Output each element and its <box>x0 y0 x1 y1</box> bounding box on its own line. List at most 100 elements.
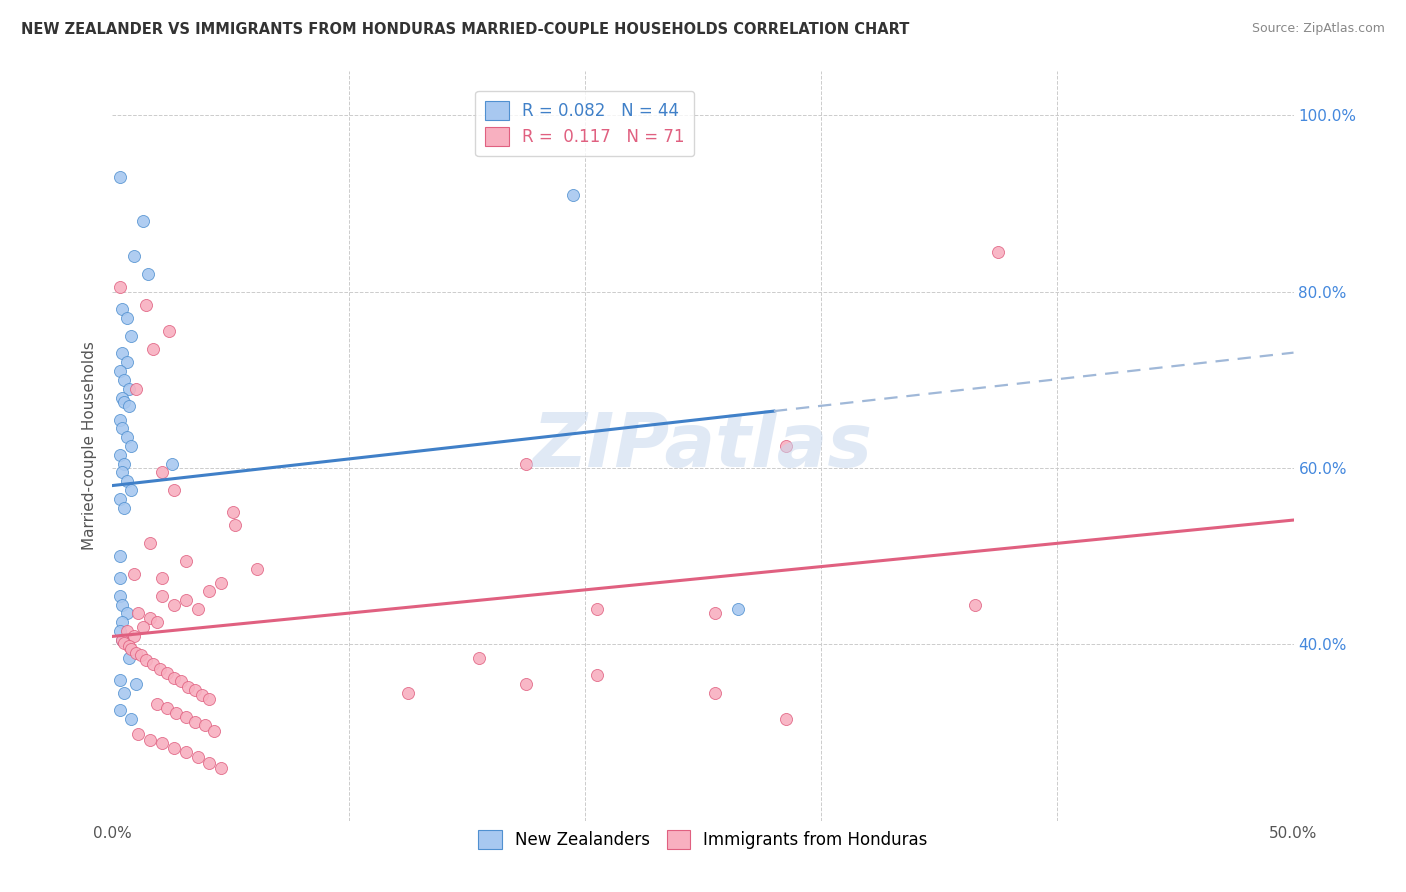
Point <box>150 466 173 480</box>
Point <box>163 741 186 756</box>
Point <box>112 686 135 700</box>
Point <box>122 628 145 642</box>
Point <box>108 703 131 717</box>
Point <box>125 677 148 691</box>
Point <box>174 593 197 607</box>
Point <box>112 373 135 387</box>
Point <box>112 457 135 471</box>
Point <box>115 475 138 489</box>
Point <box>209 761 232 775</box>
Point <box>120 641 142 656</box>
Point <box>963 598 986 612</box>
Point <box>157 325 180 339</box>
Point <box>129 648 152 662</box>
Point <box>775 439 797 453</box>
Point <box>146 615 169 630</box>
Point <box>209 575 232 590</box>
Point <box>585 602 607 616</box>
Point <box>108 448 131 462</box>
Point <box>115 430 138 444</box>
Point <box>186 602 208 616</box>
Point <box>562 187 585 202</box>
Point <box>125 646 148 660</box>
Point <box>111 346 134 360</box>
Point <box>160 457 183 471</box>
Y-axis label: Married-couple Households: Married-couple Households <box>82 342 97 550</box>
Point <box>111 632 134 647</box>
Point <box>191 689 214 703</box>
Point <box>987 245 1010 260</box>
Point <box>111 615 134 630</box>
Point <box>120 483 142 497</box>
Point <box>132 214 155 228</box>
Point <box>108 589 131 603</box>
Point <box>224 518 246 533</box>
Point <box>194 718 217 732</box>
Point <box>156 665 179 680</box>
Point <box>115 311 138 326</box>
Point <box>120 328 142 343</box>
Point <box>127 727 149 741</box>
Point <box>135 298 157 312</box>
Point <box>515 457 537 471</box>
Point <box>108 571 131 585</box>
Point <box>156 701 179 715</box>
Point <box>703 686 725 700</box>
Point <box>122 566 145 581</box>
Point <box>142 342 165 356</box>
Point <box>108 549 131 564</box>
Point <box>467 650 489 665</box>
Point <box>170 674 193 689</box>
Point <box>139 611 162 625</box>
Point <box>177 680 200 694</box>
Point <box>111 302 134 317</box>
Point <box>198 692 221 706</box>
Point <box>111 632 134 647</box>
Point <box>396 686 419 700</box>
Point <box>112 395 135 409</box>
Point <box>245 562 267 576</box>
Point <box>174 709 197 723</box>
Point <box>108 364 131 378</box>
Point <box>108 624 131 639</box>
Point <box>163 598 186 612</box>
Point <box>132 620 155 634</box>
Point <box>122 250 145 264</box>
Point <box>120 712 142 726</box>
Point <box>115 355 138 369</box>
Point <box>118 639 141 653</box>
Point <box>585 668 607 682</box>
Text: ZIPatlas: ZIPatlas <box>533 409 873 483</box>
Point <box>112 500 135 515</box>
Point <box>139 536 162 550</box>
Point <box>163 671 186 685</box>
Point <box>108 170 131 185</box>
Point <box>146 698 169 712</box>
Point <box>184 683 207 698</box>
Point <box>120 439 142 453</box>
Point <box>108 280 131 294</box>
Point <box>174 553 197 567</box>
Text: Source: ZipAtlas.com: Source: ZipAtlas.com <box>1251 22 1385 36</box>
Point <box>515 677 537 691</box>
Point <box>202 723 225 738</box>
Point <box>118 650 141 665</box>
Point <box>150 736 173 750</box>
Point <box>111 391 134 405</box>
Point <box>136 267 159 281</box>
Point <box>165 706 187 720</box>
Point <box>115 607 138 621</box>
Point <box>142 657 165 671</box>
Point <box>198 584 221 599</box>
Legend: New Zealanders, Immigrants from Honduras: New Zealanders, Immigrants from Honduras <box>470 822 936 857</box>
Point <box>135 653 157 667</box>
Point <box>111 421 134 435</box>
Point <box>186 750 208 764</box>
Point <box>125 382 148 396</box>
Point <box>163 483 186 497</box>
Point <box>775 712 797 726</box>
Point <box>118 382 141 396</box>
Point <box>111 598 134 612</box>
Point <box>150 589 173 603</box>
Point <box>198 756 221 771</box>
